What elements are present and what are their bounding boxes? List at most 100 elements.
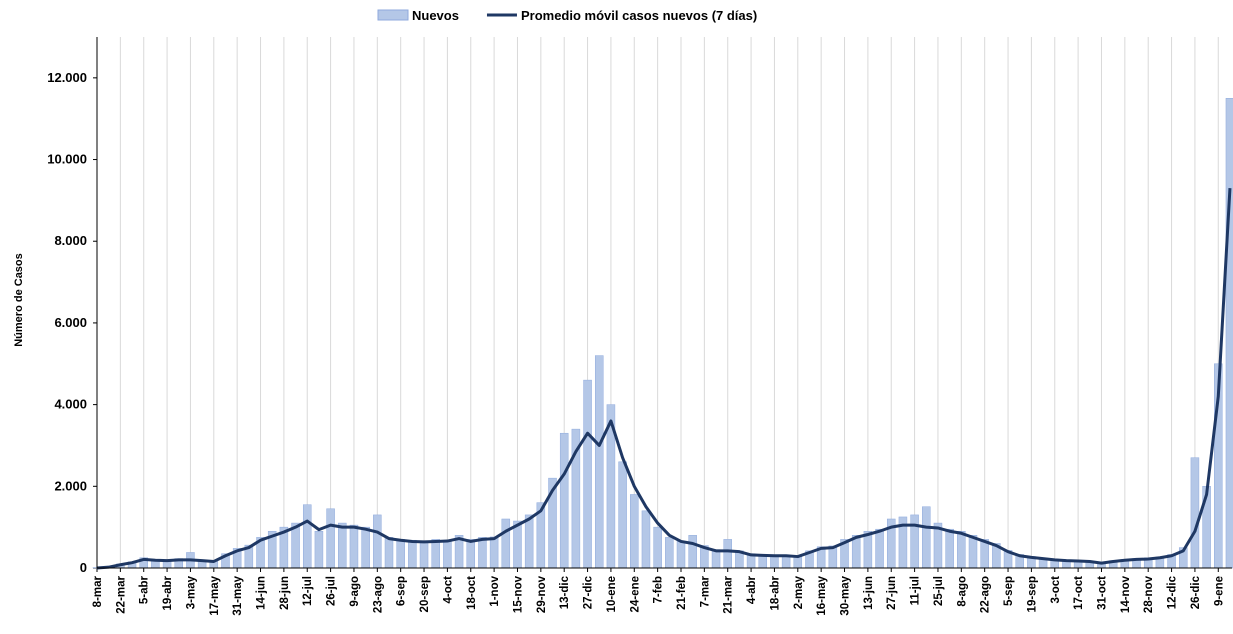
x-tick-label: 9-ene [1213,576,1225,606]
bar [525,515,533,568]
bar [712,550,720,568]
bar [876,529,884,568]
x-tick-label: 3-may [185,575,197,609]
legend-label: Promedio móvil casos nuevos (7 días) [521,8,757,23]
x-tick-label: 13-dic [559,575,571,609]
x-tick-label: 28-nov [1143,575,1155,613]
bar [642,511,650,568]
x-tick-label: 2-may [793,575,805,609]
bar [922,507,930,568]
x-tick-label: 8-mar [92,575,104,607]
bar [303,505,311,568]
bar [595,356,603,568]
bar [560,433,568,568]
y-tick-label: 0 [80,560,87,575]
bar [408,540,416,568]
x-tick-label: 26-jul [326,576,338,606]
bar [397,539,405,568]
bar [502,519,510,568]
bar [665,537,673,568]
x-tick-label: 26-dic [1190,575,1202,609]
x-tick-label: 27-jun [886,576,898,610]
y-tick-label: 2.000 [54,478,87,493]
x-tick-label: 21-feb [676,576,688,610]
x-tick-label: 27-dic [583,575,595,609]
x-tick-label: 22-mar [115,575,127,613]
line [97,188,1230,568]
bar [350,525,358,568]
x-tick-label: 9-ago [349,576,361,607]
bar [969,535,977,568]
x-tick-label: 13-jun [863,576,875,610]
bar [490,537,498,568]
bar [724,539,732,568]
bar [338,523,346,568]
x-tick-label: 14-nov [1120,575,1132,613]
x-tick-label: 8-ago [956,576,968,607]
x-tick-label: 4-abr [746,575,758,604]
bar [373,515,381,568]
x-tick-label: 22-ago [980,576,992,613]
x-tick-label: 17-oct [1073,576,1085,610]
x-tick-label: 31-oct [1096,576,1108,610]
x-tick-label: 3-oct [1050,576,1062,604]
x-tick-label: 11-jul [910,576,922,605]
x-tick-label: 1-nov [489,575,501,606]
x-tick-label: 30-may [840,575,852,615]
x-tick-label: 25-jul [933,576,945,606]
bar [478,537,486,568]
x-tick-label: 21-mar [723,575,735,613]
bar [1226,98,1233,568]
x-tick-label: 5-abr [139,575,151,604]
x-tick-label: 10-ene [606,576,618,612]
x-tick-label: 28-jun [279,576,291,610]
y-tick-label: 4.000 [54,397,87,412]
y-tick-label: 8.000 [54,233,87,248]
x-tick-label: 12-dic [1167,575,1179,609]
legend-label: Nuevos [412,8,459,23]
x-tick-label: 31-may [232,575,244,615]
x-tick-label: 7-mar [699,575,711,607]
y-tick-label: 10.000 [47,152,87,167]
x-tick-label: 16-may [816,575,828,615]
x-tick-label: 15-nov [512,575,524,613]
bar [443,540,451,568]
bar [654,527,662,568]
x-tick-label: 5-sep [1003,576,1015,606]
bar [689,535,697,568]
x-tick-label: 23-ago [372,576,384,613]
legend-swatch [378,10,408,20]
x-tick-label: 29-nov [536,575,548,613]
x-tick-label: 12-jul [302,576,314,606]
x-tick-label: 14-jun [256,576,268,610]
x-tick-label: 17-may [209,575,221,615]
x-tick-label: 6-sep [396,576,408,606]
bar [677,541,685,568]
bar [946,529,954,568]
bar [1191,458,1199,568]
x-tick-label: 19-abr [162,575,174,610]
bar [957,531,965,568]
bar [315,531,323,568]
x-tick-label: 24-ene [629,576,641,612]
x-tick-label: 4-oct [442,576,454,604]
x-tick-label: 7-feb [653,576,665,603]
bar [619,462,627,568]
y-axis-label: Número de Casos [13,253,25,347]
bar [385,537,393,568]
bar [630,494,638,568]
x-tick-label: 19-sep [1026,576,1038,612]
bar [362,527,370,568]
bar [327,509,335,568]
y-tick-label: 12.000 [47,70,87,85]
x-tick-label: 18-oct [466,576,478,610]
bar [584,380,592,568]
x-tick-label: 18-abr [769,575,781,610]
x-tick-label: 20-sep [419,576,431,612]
bar [864,531,872,568]
bar [432,539,440,568]
y-tick-label: 6.000 [54,315,87,330]
bar [467,539,475,568]
bar [911,515,919,568]
